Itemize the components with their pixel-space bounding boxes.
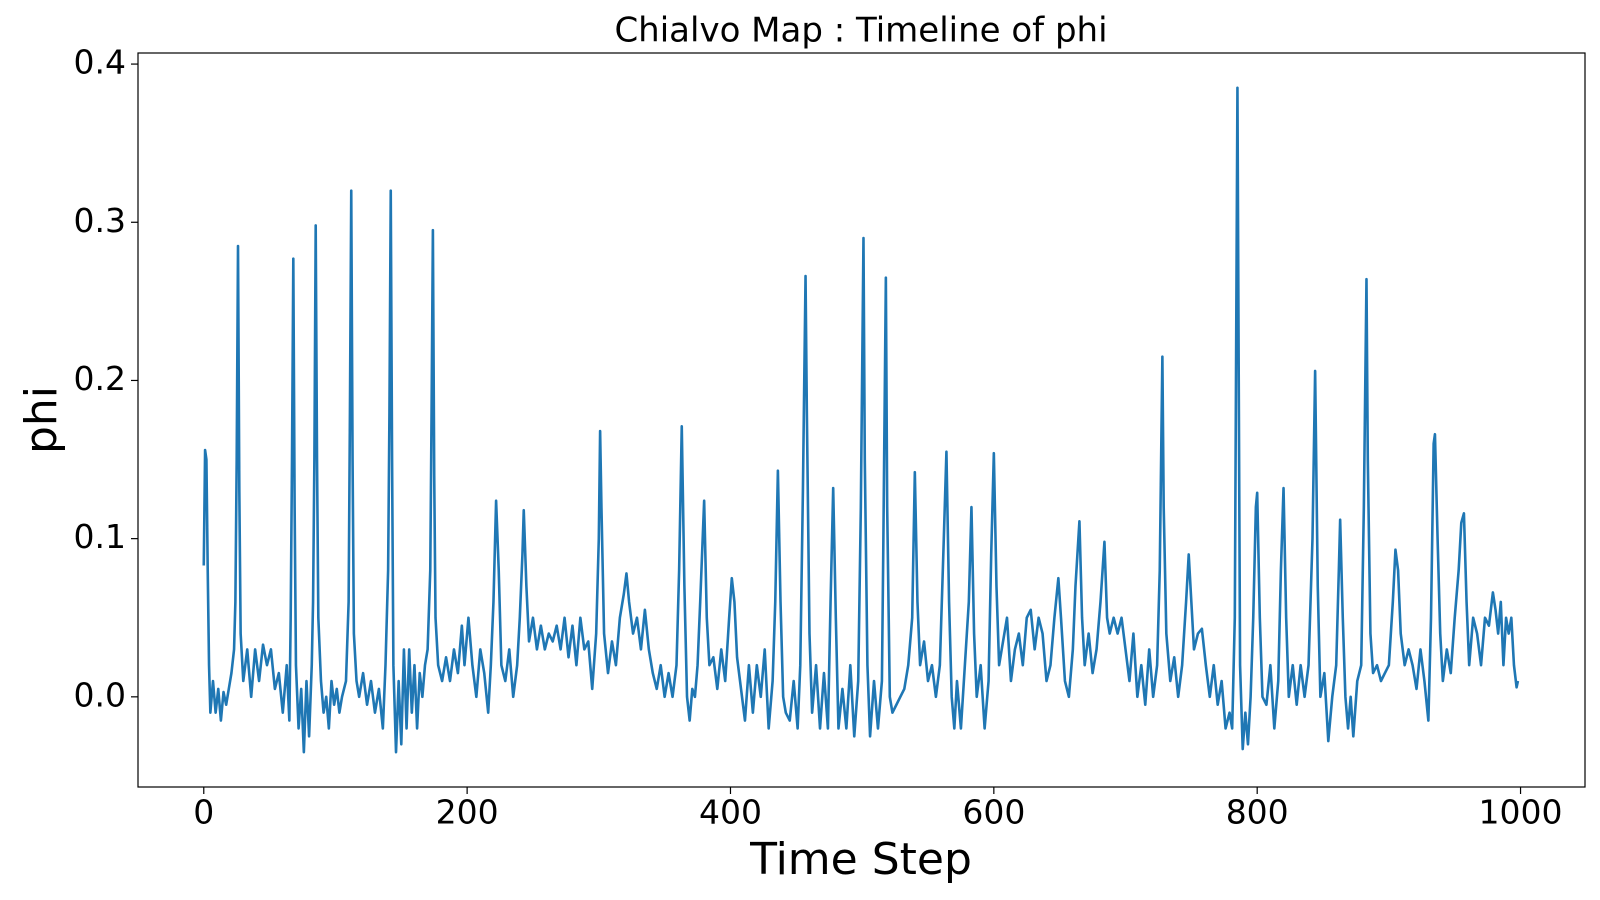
y-tick-label: 0.3 bbox=[74, 201, 126, 240]
y-tick-label: 0.0 bbox=[74, 675, 126, 714]
y-tick-label: 0.2 bbox=[74, 359, 126, 398]
y-tick-label: 0.4 bbox=[74, 43, 126, 82]
data-line bbox=[202, 86, 1520, 754]
x-tick-label: 0 bbox=[193, 793, 214, 832]
chart-title: Chialvo Map : Timeline of phi bbox=[614, 11, 1107, 51]
x-tick-label: 200 bbox=[436, 793, 499, 832]
x-axis-label: Time Step bbox=[749, 834, 972, 885]
x-tick-label: 400 bbox=[699, 793, 762, 832]
plot-frame bbox=[137, 52, 1586, 788]
x-tick-label: 600 bbox=[962, 793, 1025, 832]
x-tick-label: 1000 bbox=[1479, 793, 1563, 832]
x-tick-label: 800 bbox=[1226, 793, 1289, 832]
y-tick-label: 0.1 bbox=[74, 517, 126, 556]
y-axis-label: phi bbox=[16, 386, 67, 454]
